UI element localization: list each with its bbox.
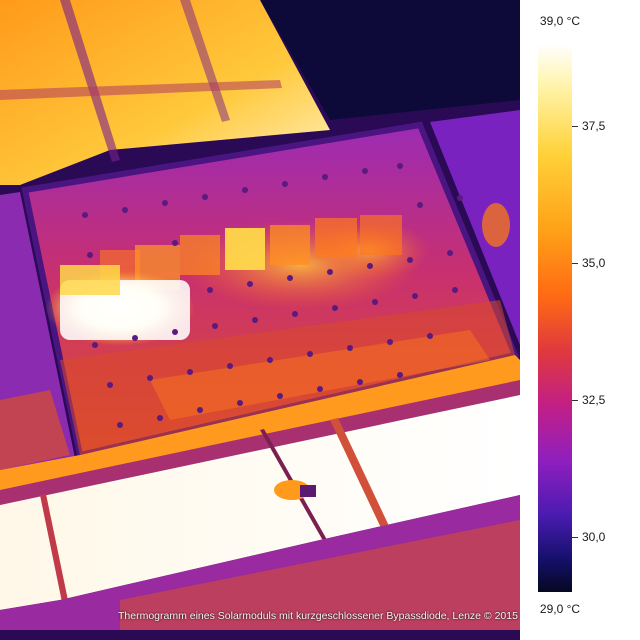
- dark-sky-area: [260, 0, 520, 120]
- cell-grid-dots: [82, 163, 463, 428]
- tile-seam-2: [330, 418, 390, 530]
- warm-cell-4: [315, 218, 357, 258]
- roof-joint-line: [60, 0, 120, 162]
- image-caption: Thermogramm eines Solarmoduls mit kurzge…: [118, 610, 518, 622]
- module-lower-warm: [60, 300, 515, 455]
- right-module-warm-spot: [482, 203, 510, 247]
- warm-cell-5: [360, 215, 402, 255]
- legend-tick-label: 32,5: [582, 393, 606, 408]
- temperature-colorbar: [538, 44, 572, 592]
- hotspot-edge: [60, 265, 120, 295]
- gutter-line: [0, 380, 520, 505]
- tile-seam-1: [40, 494, 70, 612]
- thermal-image: [0, 0, 520, 640]
- legend-tick-mark: [572, 126, 578, 128]
- warm-cell-2: [225, 228, 265, 270]
- warm-cell-1: [180, 235, 220, 275]
- bottom-shadow: [0, 630, 520, 640]
- roof-tiles-bottom: [0, 395, 520, 610]
- legend-tick-mark: [572, 400, 578, 402]
- legend-tick-label: 37,5: [582, 119, 606, 134]
- module-lower-warm-2: [150, 330, 490, 420]
- junction-box-dark: [300, 485, 316, 497]
- warm-cell-3: [270, 225, 310, 265]
- roof-joint-line-2: [180, 0, 230, 122]
- legend-min-label: 29,0 °C: [539, 602, 581, 616]
- thermal-scene: [0, 0, 520, 640]
- solar-module-right: [430, 110, 520, 345]
- temperature-legend: 39,0 °C 37,5 35,0 32,5 30,0 29,0 °C: [520, 0, 640, 640]
- legend-tick-mark: [572, 263, 578, 265]
- left-module-warm-edge: [0, 390, 70, 470]
- bottom-warm-area: [120, 520, 520, 640]
- legend-max-label: 39,0 °C: [539, 14, 581, 28]
- legend-tick-label: 30,0: [582, 530, 606, 545]
- legend-tick-mark: [572, 537, 578, 539]
- roof-horizontal-line: [0, 80, 282, 100]
- legend-tick-label: 35,0: [582, 256, 606, 271]
